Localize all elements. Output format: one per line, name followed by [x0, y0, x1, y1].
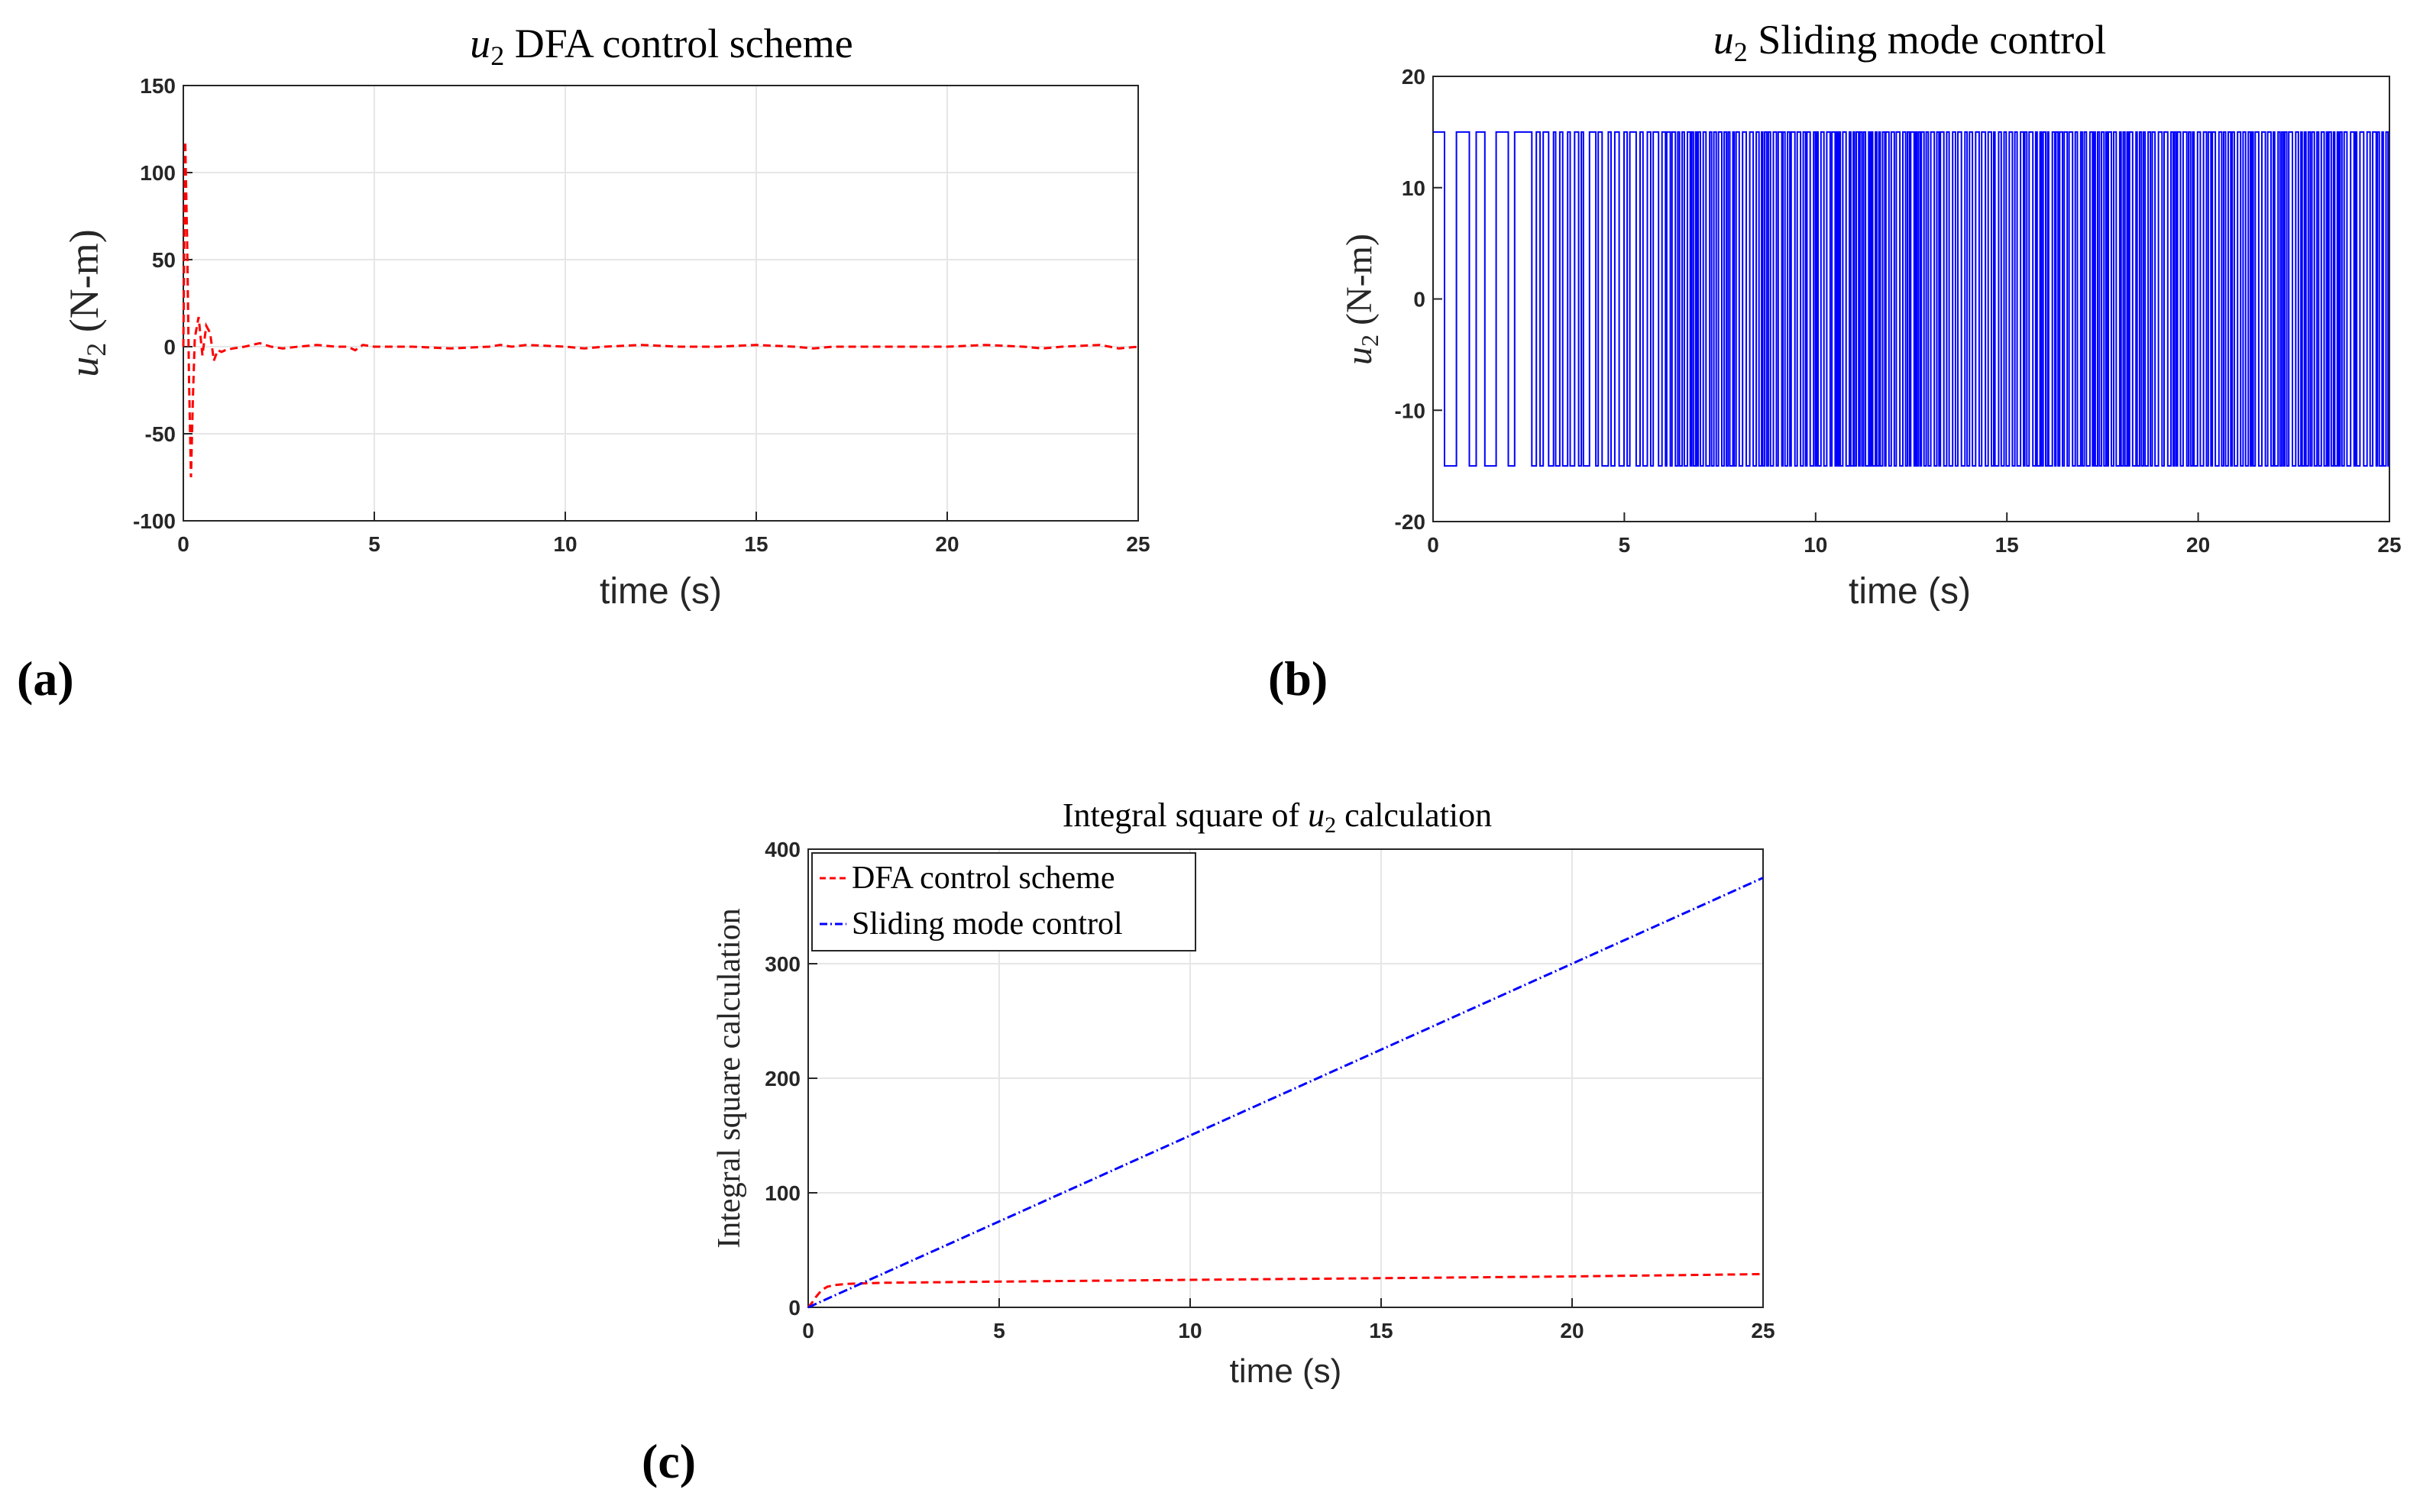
- y-tick-label: 0: [788, 1296, 801, 1320]
- panel-label-a: (a): [17, 651, 74, 706]
- y-tick-label: -100: [133, 509, 176, 533]
- y-tick-label: -10: [1395, 399, 1425, 422]
- chart-u2-dfa: u2 DFA control scheme 0 5 10 15 20 25 -100 -50…: [61, 21, 1150, 612]
- y-tick-label: 20: [1402, 65, 1425, 89]
- x-tick-label: 0: [802, 1319, 814, 1342]
- x-tick-label: 15: [744, 532, 768, 556]
- legend-label-dfa: DFA control scheme: [852, 861, 1115, 896]
- chart-b-series: [1433, 131, 2389, 467]
- y-tick-label: 10: [1402, 176, 1425, 200]
- x-tick-label: 0: [177, 532, 189, 556]
- panel-label-b: (b): [1268, 651, 1328, 706]
- chart-c-y-label: Integral square calculation: [712, 908, 747, 1248]
- chart-c-legend: DFA control scheme Sliding mode control: [811, 852, 1196, 951]
- x-tick-label: 5: [368, 532, 380, 556]
- x-tick-label: 10: [1178, 1319, 1202, 1342]
- series-line-0: [182, 141, 1139, 478]
- x-tick-label: 0: [1427, 533, 1439, 557]
- y-tick-label: 0: [163, 335, 176, 359]
- chart-a-x-label: time (s): [600, 571, 722, 612]
- chart-b-title: u2 Sliding mode control: [1713, 17, 2106, 67]
- chart-a-grid: [183, 85, 1139, 522]
- y-tick-label: 0: [1413, 288, 1425, 312]
- chart-b-x-ticks: 0 5 10 15 20 25: [1427, 512, 2402, 557]
- chart-c-title: Integral square of u2 calculation: [1063, 796, 1492, 838]
- x-tick-label: 25: [2377, 533, 2401, 557]
- y-tick-label: 100: [765, 1181, 801, 1205]
- x-tick-label: 20: [1560, 1319, 1584, 1342]
- chart-a-y-label: u2 (N-m): [61, 229, 112, 376]
- chart-a-axes-box: [183, 85, 1139, 522]
- chart-u2-smc: u2 Sliding mode control 0 5 10 15 20 25 -20 -1…: [1339, 17, 2402, 612]
- chart-a-series: [182, 141, 1139, 478]
- legend-box: [811, 852, 1196, 951]
- chart-c-x-ticks: 0 5 10 15 20 25: [802, 1298, 1775, 1342]
- x-tick-label: 5: [993, 1319, 1005, 1342]
- chart-b-x-label: time (s): [1849, 571, 1971, 612]
- chart-a-y-ticks: -100 -50 0 50 100 150: [133, 74, 192, 533]
- chart-b-y-ticks: -20 -10 0 10 20: [1395, 65, 1442, 534]
- panel-label-c: (c): [642, 1434, 696, 1488]
- y-tick-label: 400: [765, 838, 801, 861]
- y-tick-label: 100: [140, 161, 176, 185]
- y-tick-label: 150: [140, 74, 176, 98]
- y-tick-label: 300: [765, 952, 801, 976]
- chart-c-series: [807, 877, 1764, 1309]
- x-tick-label: 20: [2186, 533, 2210, 557]
- chart-c-x-label: time (s): [1230, 1352, 1342, 1390]
- series-line-0: [807, 1273, 1764, 1308]
- chart-b-y-label: u2 (N-m): [1339, 234, 1383, 365]
- x-tick-label: 5: [1619, 533, 1631, 557]
- x-tick-label: 25: [1751, 1319, 1775, 1342]
- x-tick-label: 20: [935, 532, 959, 556]
- chart-c-y-ticks: 0 100 200 300 400: [765, 838, 817, 1320]
- chart-a-x-ticks: 0 5 10 15 20 25: [177, 512, 1150, 556]
- x-tick-label: 15: [1995, 533, 2019, 557]
- legend-label-smc: Sliding mode control: [852, 906, 1123, 942]
- chart-integral-square: Integral square of u2 calculation 0 5 10 15…: [712, 796, 1775, 1390]
- y-tick-label: 200: [765, 1067, 801, 1090]
- series-line-smc: [1433, 131, 2389, 467]
- y-tick-label: 50: [152, 248, 176, 272]
- chart-a-title: u2 DFA control scheme: [470, 21, 852, 71]
- y-tick-label: -20: [1395, 510, 1425, 534]
- x-tick-label: 10: [1804, 533, 1827, 557]
- y-tick-label: -50: [145, 422, 176, 446]
- x-tick-label: 15: [1369, 1319, 1393, 1342]
- x-tick-label: 25: [1126, 532, 1150, 556]
- x-tick-label: 10: [553, 532, 577, 556]
- series-line-1: [807, 877, 1764, 1309]
